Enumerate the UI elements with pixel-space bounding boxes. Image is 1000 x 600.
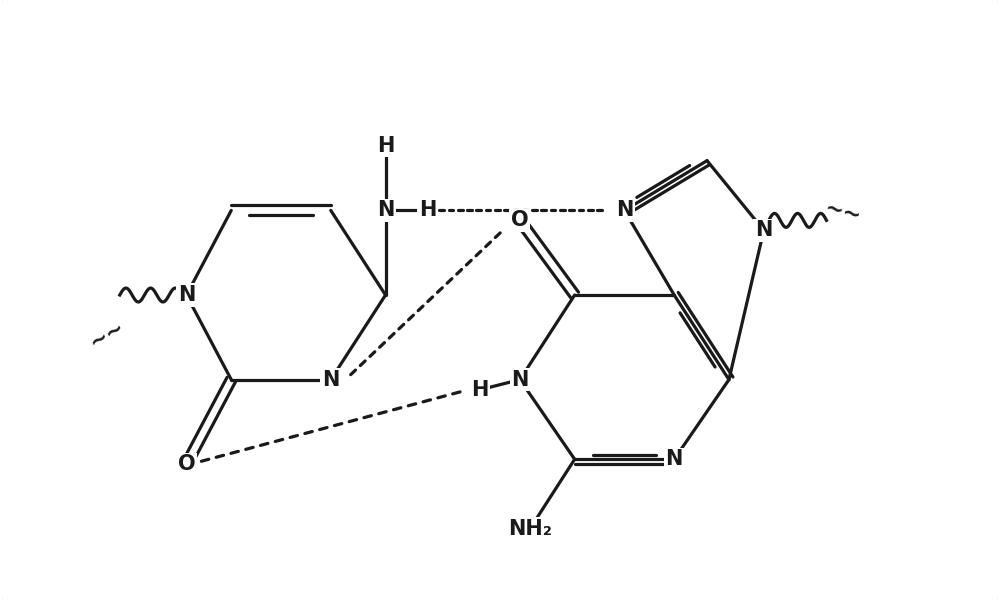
Text: H: H [419,200,436,220]
Text: N: N [322,370,339,389]
Text: N: N [377,200,394,220]
Text: N: N [666,449,683,469]
Text: O: O [511,211,529,230]
Text: N: N [616,200,633,220]
Text: H: H [377,136,394,156]
Text: H: H [471,380,488,400]
Text: N: N [511,370,529,389]
Text: ∼∼: ∼∼ [86,317,128,353]
Text: N: N [178,285,195,305]
Text: O: O [178,454,195,474]
Text: NH₂: NH₂ [508,519,552,539]
Text: N: N [755,220,772,241]
Text: ∼∼: ∼∼ [823,198,864,227]
